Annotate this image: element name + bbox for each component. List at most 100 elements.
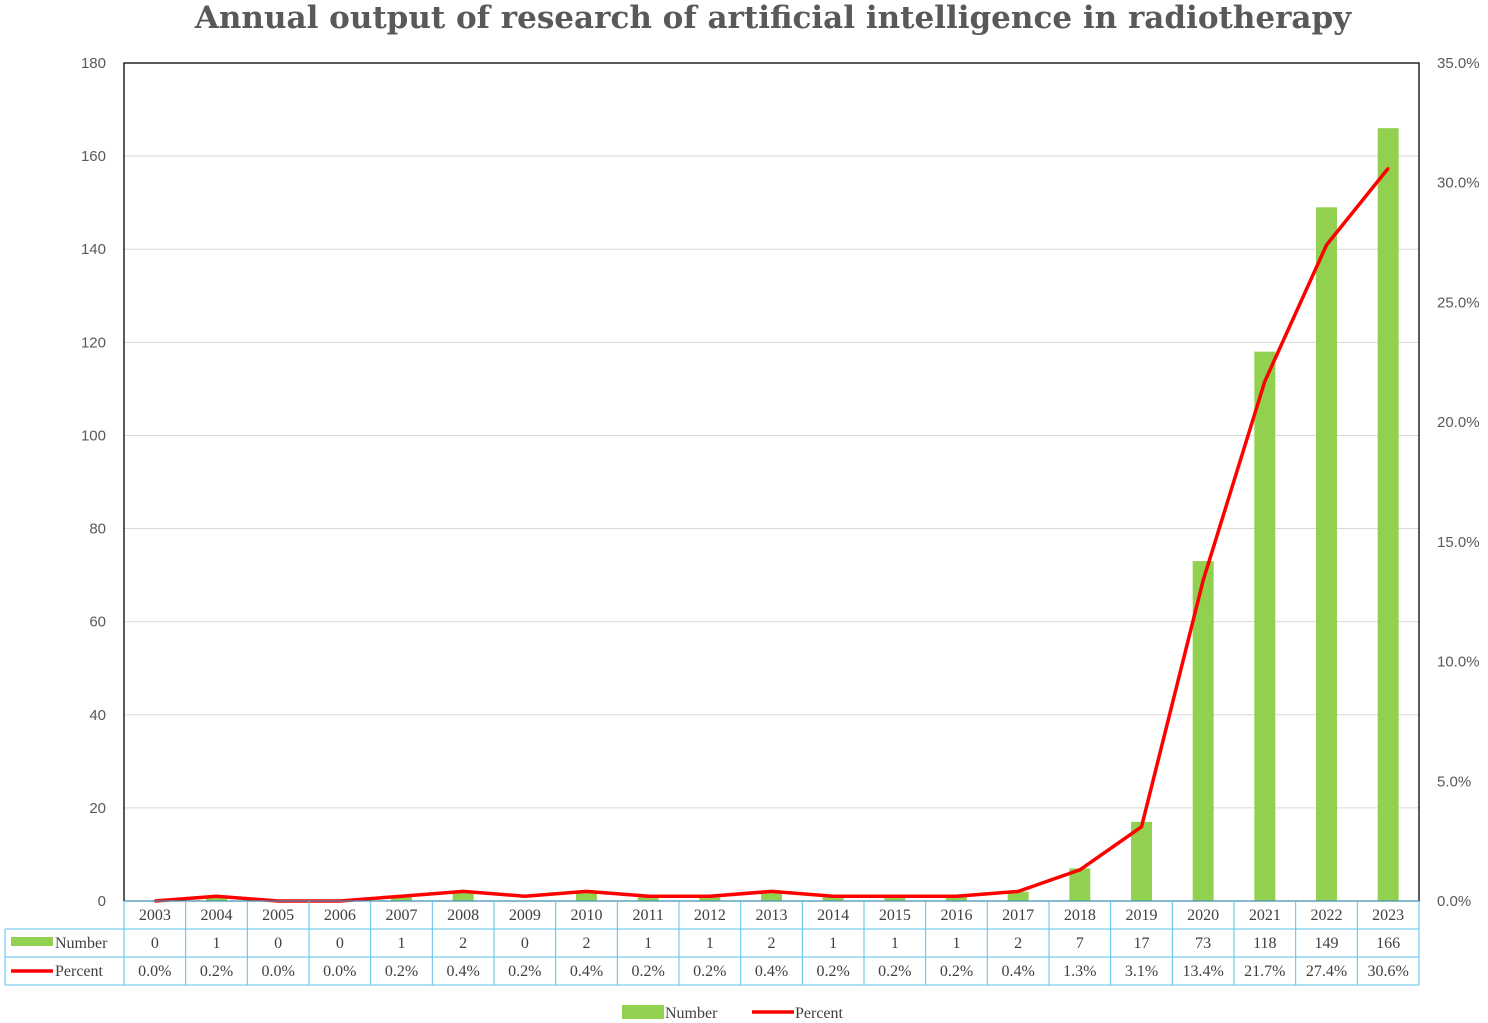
number-cell: 166 bbox=[1376, 935, 1400, 952]
x-category-label: 2013 bbox=[756, 907, 788, 924]
number-cell: 17 bbox=[1134, 935, 1150, 952]
x-category-label: 2019 bbox=[1126, 907, 1158, 924]
number-cell: 73 bbox=[1195, 935, 1211, 952]
point bbox=[893, 895, 897, 898]
bar bbox=[391, 896, 412, 901]
percent-cell: 30.6% bbox=[1368, 963, 1409, 980]
point bbox=[585, 890, 588, 893]
percent-cell: 0.0% bbox=[138, 963, 171, 980]
x-category-label: 2021 bbox=[1249, 907, 1281, 924]
y-right-tick-label: 0.0% bbox=[1437, 893, 1471, 910]
legend-number-swatch bbox=[622, 1005, 664, 1019]
point bbox=[400, 895, 403, 898]
percent-cell: 0.4% bbox=[570, 963, 603, 980]
plot-frame bbox=[123, 62, 1420, 902]
bar bbox=[1254, 351, 1276, 902]
y-right-tick-label: 15.0% bbox=[1437, 534, 1480, 551]
percent-cell: 13.4% bbox=[1183, 963, 1224, 980]
bar bbox=[946, 896, 967, 901]
x-category-label: 2020 bbox=[1187, 907, 1219, 924]
point bbox=[1386, 167, 1390, 170]
number-row-key bbox=[11, 937, 53, 946]
bar bbox=[822, 896, 844, 901]
point bbox=[955, 895, 958, 898]
bar bbox=[884, 896, 906, 901]
point bbox=[708, 895, 712, 898]
percent-cell: 27.4% bbox=[1306, 963, 1347, 980]
percent-cell: 0.2% bbox=[878, 963, 911, 980]
percent-cell: 0.4% bbox=[755, 963, 788, 980]
y-left-tick-label: 140 bbox=[81, 241, 106, 258]
number-cell: 1 bbox=[829, 935, 837, 952]
bar bbox=[576, 891, 597, 901]
bar bbox=[637, 896, 659, 901]
legend-number-label: Number bbox=[665, 1005, 718, 1022]
data-table: 2003 2004 2005 2006 2007 2008 2009 2010 2011 2012… bbox=[4, 900, 1420, 986]
bar bbox=[206, 896, 227, 901]
percent-cell: 0.2% bbox=[200, 963, 233, 980]
x-category-label: 2008 bbox=[447, 907, 479, 924]
number-cell: 1 bbox=[644, 935, 652, 952]
point bbox=[215, 895, 218, 898]
bar bbox=[1069, 868, 1091, 901]
number-cell: 2 bbox=[459, 935, 467, 952]
number-cell: 1 bbox=[398, 935, 406, 952]
percent-cell: 0.2% bbox=[385, 963, 418, 980]
x-category-label: 2015 bbox=[879, 907, 911, 924]
legend-percent-label: Percent bbox=[795, 1005, 844, 1022]
y-right-tick-label: 25.0% bbox=[1437, 294, 1480, 311]
bar bbox=[1316, 207, 1337, 902]
number-cell: 1 bbox=[213, 935, 221, 952]
number-cell: 7 bbox=[1076, 935, 1084, 952]
number-cell: 0 bbox=[521, 935, 529, 952]
bar bbox=[1377, 128, 1399, 901]
number-row-label: Number bbox=[55, 935, 108, 952]
number-cell: 2 bbox=[768, 935, 776, 952]
percent-cell: 21.7% bbox=[1244, 963, 1285, 980]
number-cell: 1 bbox=[706, 935, 714, 952]
point bbox=[1263, 380, 1267, 383]
x-category-label: 2017 bbox=[1002, 907, 1034, 924]
point bbox=[1325, 243, 1328, 247]
x-category-label: 2022 bbox=[1311, 907, 1343, 924]
y-right-tick-label: 5.0% bbox=[1437, 773, 1471, 790]
number-cell: 0 bbox=[336, 935, 344, 952]
percent-cell: 0.0% bbox=[262, 963, 295, 980]
legend: Number Percent bbox=[622, 1005, 844, 1022]
x-category-label: 2011 bbox=[632, 907, 663, 924]
bar bbox=[452, 891, 474, 901]
y-left-tick-label: 120 bbox=[81, 334, 106, 351]
point bbox=[461, 890, 465, 893]
x-category-label: 2003 bbox=[139, 907, 171, 924]
percent-cell: 0.2% bbox=[693, 963, 726, 980]
chart-title: Annual output of research of artificial … bbox=[194, 0, 1352, 36]
number-cell: 149 bbox=[1315, 935, 1339, 952]
percent-cell: 0.4% bbox=[447, 963, 480, 980]
y-left-tick-label: 40 bbox=[89, 707, 106, 724]
point bbox=[646, 895, 650, 898]
y-left-tick-label: 20 bbox=[89, 800, 106, 817]
y-right-tick-label: 30.0% bbox=[1437, 175, 1480, 192]
x-category-label: 2018 bbox=[1064, 907, 1096, 924]
percent-cell: 0.2% bbox=[508, 963, 541, 980]
x-category-label: 2007 bbox=[386, 907, 418, 924]
x-category-label: 2012 bbox=[694, 907, 726, 924]
y-left-tick-label: 80 bbox=[89, 521, 106, 538]
bars-number bbox=[206, 128, 1399, 902]
number-cell: 0 bbox=[151, 935, 159, 952]
y-left-tick-label: 0 bbox=[98, 893, 106, 910]
point bbox=[523, 895, 527, 898]
x-category-label: 2014 bbox=[817, 907, 849, 924]
point bbox=[770, 890, 773, 893]
percent-cell: 1.3% bbox=[1063, 963, 1096, 980]
bar bbox=[1007, 891, 1029, 901]
y-right-tick-label: 35.0% bbox=[1437, 55, 1480, 72]
x-category-label: 2006 bbox=[324, 907, 356, 924]
number-cell: 0 bbox=[274, 935, 282, 952]
percent-row-label: Percent bbox=[55, 963, 104, 980]
bar bbox=[1131, 821, 1152, 901]
point bbox=[1016, 890, 1020, 893]
number-cell: 2 bbox=[1014, 935, 1022, 952]
point bbox=[1140, 825, 1143, 828]
